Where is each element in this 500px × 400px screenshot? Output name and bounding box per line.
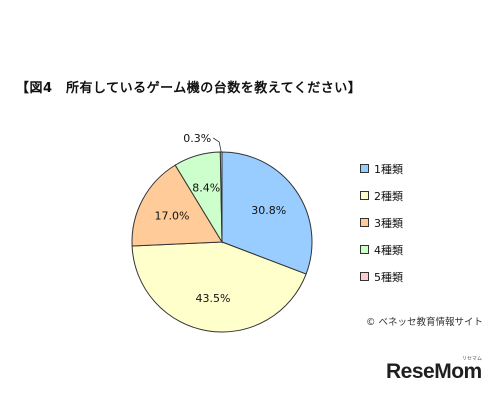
legend-item-2: 2種類	[360, 188, 403, 203]
pie-leader-line-5	[212, 137, 222, 153]
resemom-logo: ReseMom	[386, 360, 482, 383]
pie-label-1: 30.8%	[251, 204, 286, 217]
legend-label-5: 5種類	[374, 270, 403, 284]
legend-swatch-5	[360, 272, 369, 281]
pie-label-5: 0.3%	[183, 132, 211, 145]
legend-item-1: 1種類	[360, 161, 403, 176]
pie-slice-2	[131, 241, 307, 333]
legend-swatch-4	[360, 245, 369, 254]
copyright-text: © ベネッセ教育情報サイト	[366, 317, 484, 328]
legend-swatch-1	[360, 164, 369, 173]
legend-item-5: 5種類	[360, 269, 403, 284]
chart-title: 【図4 所有しているゲーム機の台数を教えてください】	[16, 81, 362, 96]
legend-item-3: 3種類	[360, 215, 403, 230]
legend-swatch-3	[360, 218, 369, 227]
pie-label-4: 8.4%	[192, 182, 220, 195]
pie-slice-3	[131, 164, 223, 247]
resemom-logo-kana: リセマム	[462, 356, 483, 362]
legend-swatch-2	[360, 191, 369, 200]
pie-label-2: 43.5%	[196, 292, 231, 305]
chart-legend: 1種類 2種類 3種類 4種類 5種類	[360, 161, 403, 296]
legend-label-3: 3種類	[374, 216, 403, 230]
legend-item-4: 4種類	[360, 242, 403, 257]
legend-label-4: 4種類	[374, 243, 403, 257]
pie-label-3: 17.0%	[155, 209, 190, 222]
legend-label-2: 2種類	[374, 189, 403, 203]
legend-label-1: 1種類	[374, 162, 403, 176]
pie-slice-1	[221, 151, 313, 275]
